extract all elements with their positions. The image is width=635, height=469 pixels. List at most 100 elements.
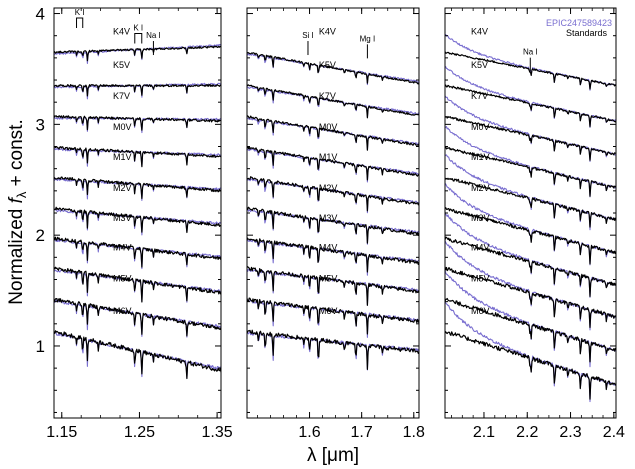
x-tick-label-H-2: 1.8 [403,424,425,441]
line-marker-H-0: Si I [302,31,314,56]
spectral-type-label-K-K5V: K5V [471,60,488,70]
y-tick-label-3: 4 [36,5,45,24]
spectrum-standard-J-M0V [54,146,221,168]
spectral-type-label-K-M0V: M0V [471,122,490,132]
spectral-type-label-K-M6V: M6V [471,306,490,316]
spectral-type-label-K-M2V: M2V [471,183,490,193]
x-tick-label-H-0: 1.6 [298,424,320,441]
spectral-type-label-K-M1V: M1V [471,152,490,162]
ylabel-var: f [6,196,27,203]
spectral-type-label-H-K7V: K7V [319,91,336,101]
spectrum-standard-H-K7V [247,115,419,151]
spectral-type-label-H-M3V: M3V [319,213,338,223]
spectral-type-label-K-M4V: M4V [471,243,490,253]
spectral-type-label-H-M6V: M6V [319,306,338,316]
spectrum-standard-K-K7V [445,115,616,161]
spectrum-standard-K-K4V [445,51,616,90]
spectrum-standard-K-K5V [445,84,616,128]
y-tick-label-2: 3 [36,115,45,134]
spectral-type-label-H-M1V: M1V [319,152,338,162]
spectrum-standard-K-M1V [445,177,616,228]
x-tick-label-J-0: 1.15 [46,424,77,441]
ylabel-sub: λ [14,191,29,198]
spectrum-standard-H-M0V [247,146,419,181]
x-tick-label-K-3: 2.4 [603,424,625,441]
line-label: Si I [302,31,314,40]
x-axis-label: λ [μm] [307,445,359,466]
x-tick-label-K-0: 2.1 [473,424,495,441]
panel-H: K4V K5V K7V M0V M1V M2V M3V M4V M5V M6V Si I Mg I [246,7,420,419]
spectrum-target-K-M1V [445,154,616,231]
y-tick-label-0: 1 [36,337,45,356]
spectral-type-label-J-M5V: M5V [113,274,132,284]
line-marker-J-2: Na I [146,31,161,56]
spectral-type-label-J-M6V: M6V [113,306,132,316]
x-tick-label-K-2: 2.3 [559,424,581,441]
x-tick-label-H-1: 1.7 [351,424,373,441]
spectral-type-label-H-K4V: K4V [319,27,336,37]
spectral-type-label-H-K5V: K5V [319,60,336,70]
spectrum-standard-J-M3V [54,236,221,268]
spectral-type-label-K-M5V: M5V [471,274,490,284]
x-tick-label-J-2: 1.35 [202,424,233,441]
spectral-type-label-J-K5V: K5V [113,60,130,70]
spectral-type-label-J-M2V: M2V [113,183,132,193]
line-marker-H-1: Mg I [360,34,376,59]
spectral-type-label-H-M0V: M0V [319,122,338,132]
y-axis-label: Normalized fλ + const. [6,119,29,305]
line-label: K I [133,23,143,32]
legend-standards: Standards [566,28,608,38]
spectrum-standard-K-M2V [445,207,616,265]
line-label: Mg I [360,34,376,43]
spectral-type-label-J-K7V: K7V [113,91,130,101]
line-marker-J-0: K I [75,8,85,28]
legend-target: EPIC247589423 [546,18,612,28]
spectrum-standard-J-M5V [54,298,221,337]
spectrum-standard-J-K5V [54,84,221,97]
ylabel-suffix: + const. [6,119,27,191]
line-marker-J-1: K I [133,23,143,44]
spectrum-standard-K-M4V [445,266,616,329]
spectrum-standard-J-K7V [54,115,221,131]
spectrum-standard-K-M6V [445,331,616,400]
spectral-type-label-J-M3V: M3V [113,213,132,223]
spectral-type-label-K-K4V: K4V [471,27,488,37]
spectrum-standard-H-M1V [247,176,419,212]
spectrum-standard-H-M4V [247,266,419,306]
spectral-type-label-J-M4V: M4V [113,243,132,253]
line-label: K I [75,8,85,17]
spectral-type-label-J-K4V: K4V [113,27,130,37]
spectrum-standard-H-M2V [247,206,419,244]
panel-K: K4V K5V K7V M0V M1V M2V M3V M4V M5V M6V Na I [444,7,617,419]
line-label: Na I [146,31,161,40]
spectrum-standard-J-M4V [54,266,221,303]
line-label: Na I [523,48,538,57]
spectrum-standard-H-M6V [247,329,419,370]
spectral-type-label-K-K7V: K7V [471,91,488,101]
spectral-type-label-J-M1V: M1V [113,152,132,162]
spectral-type-label-K-M3V: M3V [471,213,490,223]
spectrum-standard-J-M6V [54,330,221,380]
ylabel-prefix: Normalized [6,203,27,304]
x-tick-label-K-1: 2.2 [516,424,538,441]
legend: EPIC247589423 Standards [546,18,612,38]
spectrum-standard-K-M0V [445,146,616,197]
spectral-type-label-H-M2V: M2V [319,183,338,193]
spectral-type-label-J-M0V: M0V [113,122,132,132]
spectrum-standard-H-K4V [247,51,419,85]
spectrum-standard-J-M1V [54,176,221,200]
spectral-type-label-H-M5V: M5V [319,274,338,284]
spectrum-standard-H-M5V [247,297,419,335]
line-marker-K-0: Na I [523,48,538,72]
y-tick-label-1: 2 [36,226,45,245]
spectrum-standard-K-M5V [445,297,616,363]
spectrum-target-H-K4V [247,53,419,86]
spectrum-standard-J-M2V [54,206,221,234]
spectrum-standard-K-M3V [445,236,616,298]
spectrum-standard-J-K4V [54,45,221,62]
x-tick-label-J-1: 1.25 [124,424,155,441]
spectrum-standard-H-K5V [247,84,419,119]
spectrum-standard-H-M3V [247,237,419,273]
